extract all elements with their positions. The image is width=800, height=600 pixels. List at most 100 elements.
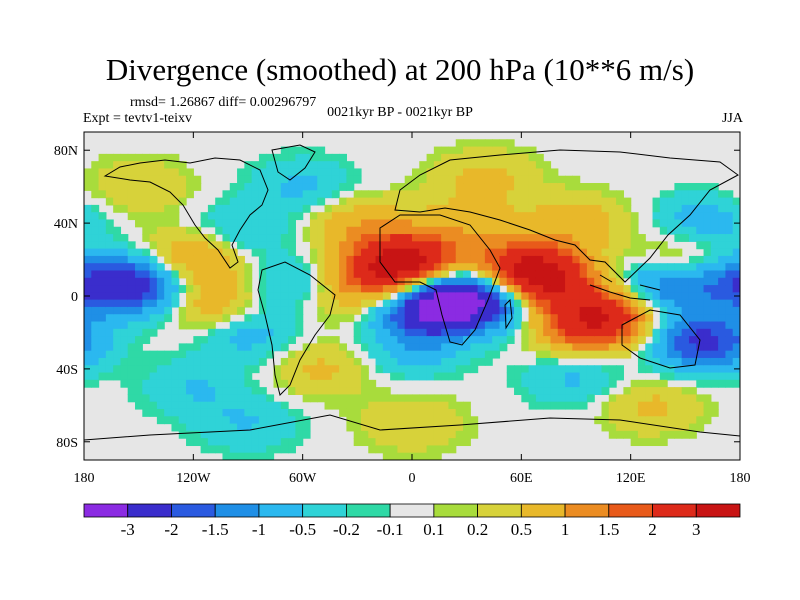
field-cell [645,365,654,374]
field-cell [397,263,406,272]
field-cell [732,372,740,381]
field-cell [135,212,143,221]
field-cell [186,372,194,381]
field-cell [382,234,391,242]
field-cell [543,365,552,374]
field-cell [623,408,632,417]
field-cell [586,285,595,293]
field-cell [506,153,515,162]
field-cell [360,336,369,344]
field-cell [623,197,632,206]
field-cell [463,234,471,242]
field-cell [120,161,129,170]
field-cell [375,408,384,417]
field-cell [91,219,100,228]
field-cell [535,263,544,272]
field-cell [149,168,158,177]
field-cell [397,197,406,206]
field-cell [463,226,471,235]
field-cell [703,197,712,206]
field-cell [317,365,326,374]
field-cell [324,314,333,323]
field-cell [273,270,282,279]
field-cell [84,350,92,359]
coastline-indonesia [589,274,661,301]
field-cell [229,343,238,352]
field-cell [652,197,661,206]
field-cell [266,336,275,344]
field-cell [207,379,216,388]
colorbar-label: 1 [561,520,570,539]
field-cell [710,212,719,221]
field-cell [193,430,202,439]
field-cell [273,255,282,264]
field-cell [557,212,566,221]
field-cell [295,416,304,425]
field-cell [251,401,260,410]
field-cell [258,438,267,447]
field-cell [448,234,457,242]
field-cell [135,270,143,279]
field-cell [251,219,260,228]
field-cell [426,423,435,432]
field-cell [463,212,471,221]
field-cell [492,204,501,213]
field-cell [207,241,216,250]
field-cell [237,372,245,381]
field-cell [368,292,377,301]
field-cell [353,372,362,381]
field-cell [419,270,428,279]
field-cell [135,357,143,366]
field-cell [521,270,530,279]
field-cell [470,263,479,272]
field-cell [237,387,245,395]
field-cell [390,445,399,454]
y-tick-label: 80S [56,436,78,451]
field-cell [608,277,617,286]
field-cell [550,328,559,337]
field-cell [222,365,231,374]
field-cell [266,438,275,447]
field-cell [200,350,209,359]
field-cell [280,197,289,206]
field-cell [521,197,530,206]
field-cell [463,241,471,250]
field-cell [616,401,624,410]
field-cell [215,314,224,323]
field-cell [718,306,727,315]
field-cell [681,387,690,395]
field-cell [237,183,245,191]
field-cell [667,190,675,199]
field-cell [178,183,187,191]
field-cell [193,321,202,330]
field-cell [696,394,705,403]
field-cell [667,416,675,425]
field-cell [448,292,457,301]
field-cell [120,168,129,177]
field-cell [295,350,304,359]
field-cell [586,343,595,352]
field-cell [222,372,231,381]
field-cell [696,212,705,221]
field-cell [382,408,391,417]
field-cell [710,365,719,374]
coastline-greenland [271,144,316,181]
field-cell [667,350,675,359]
field-cell [616,270,624,279]
field-cell [273,226,282,235]
field-cell [535,248,544,257]
field-cell [309,372,318,381]
field-cell [390,372,399,381]
field-cell [543,292,552,301]
field-cell [120,321,129,330]
field-cell [324,321,333,330]
field-cell [710,299,719,308]
field-cell [463,328,471,337]
field-cell [630,321,639,330]
field-cell [601,401,610,410]
field-cell [317,183,326,191]
field-cell [295,270,304,279]
field-cell [659,438,668,447]
field-cell [732,357,740,366]
field-cell [506,336,515,344]
